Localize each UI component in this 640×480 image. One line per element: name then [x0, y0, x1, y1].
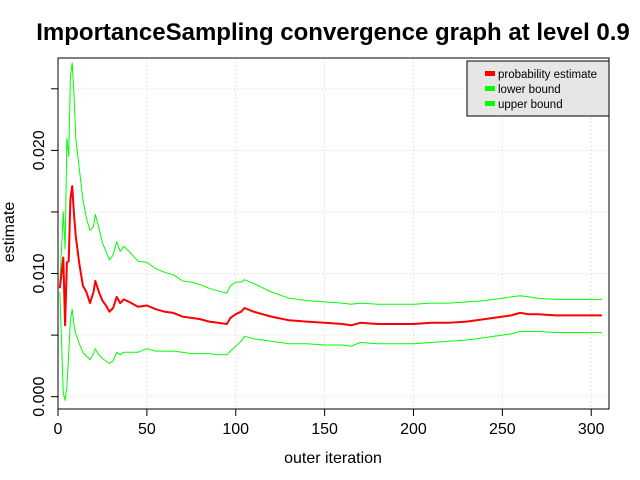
series-line-lower-bound: [59, 291, 602, 401]
x-tick-label: 300: [578, 421, 605, 438]
x-tick-label: 200: [400, 421, 427, 438]
x-axis-label: outer iteration: [284, 450, 382, 467]
x-tick-label: 50: [138, 421, 156, 438]
legend-swatch: [485, 71, 495, 76]
legend-label: probability estimate: [498, 69, 597, 81]
legend-label: upper bound: [498, 99, 563, 111]
x-tick-label: 0: [54, 421, 63, 438]
x-tick-label: 250: [489, 421, 516, 438]
series-line-probability-estimate: [58, 185, 602, 327]
series-line-upper-bound: [59, 62, 602, 305]
legend: probability estimate lower bound upper bou…: [466, 60, 610, 117]
legend-swatch: [485, 101, 495, 106]
series-lines: [58, 62, 602, 401]
legend-label: lower bound: [498, 84, 561, 96]
legend-swatch: [485, 86, 495, 91]
y-axis: 0.000 0.010 0.020: [31, 88, 58, 417]
y-axis-label: estimate: [1, 202, 18, 263]
chart-title: ImportanceSampling convergence graph at …: [36, 19, 630, 46]
x-axis: 0 50 100 150 200 250 300: [54, 409, 605, 438]
y-tick-label: 0.020: [31, 130, 48, 170]
y-tick-label: 0.000: [31, 377, 48, 417]
x-tick-label: 150: [311, 421, 338, 438]
x-tick-label: 100: [222, 421, 249, 438]
y-tick-label: 0.010: [31, 253, 48, 293]
plot-frame: [57, 57, 610, 410]
